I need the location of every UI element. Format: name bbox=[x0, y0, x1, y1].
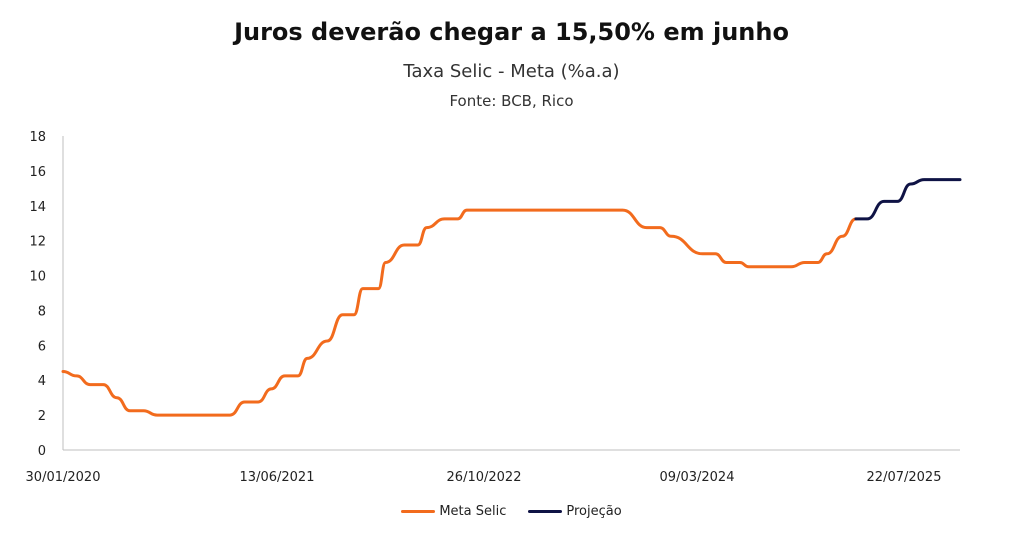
series-line-meta-selic bbox=[61, 208, 858, 417]
x-axis-ticks: 30/01/2020 13/06/2021 26/10/2022 09/03/2024… bbox=[26, 470, 942, 485]
x-tick-label: 26/10/2022 bbox=[447, 470, 522, 485]
y-tick-label: 8 bbox=[38, 304, 46, 319]
chart-subtitle: Taxa Selic - Meta (%a.a) bbox=[403, 61, 620, 82]
legend-item-projecao: Projeção bbox=[528, 504, 622, 519]
y-tick-label: 4 bbox=[38, 374, 46, 389]
chart-title: Juros deverão chegar a 15,50% em junho bbox=[234, 18, 789, 46]
legend-swatch-meta-selic bbox=[401, 510, 436, 513]
y-tick-label: 2 bbox=[38, 409, 46, 424]
y-tick-label: 16 bbox=[29, 165, 46, 180]
y-axis-ticks: 0 2 4 6 8 10 12 14 16 18 bbox=[29, 130, 46, 459]
y-tick-label: 0 bbox=[38, 444, 46, 459]
legend-label-meta-selic: Meta Selic bbox=[439, 504, 507, 519]
legend-swatch-projecao bbox=[528, 510, 563, 513]
y-tick-label: 6 bbox=[38, 339, 46, 354]
chart-axes bbox=[62, 136, 960, 451]
chart-source: Fonte: BCB, Rico bbox=[449, 92, 574, 110]
series-line-projecao bbox=[854, 178, 962, 221]
x-tick-label: 09/03/2024 bbox=[660, 470, 735, 485]
chart-series bbox=[61, 178, 962, 417]
y-tick-label: 12 bbox=[29, 235, 46, 250]
y-tick-label: 14 bbox=[29, 200, 46, 215]
legend-item-meta-selic: Meta Selic bbox=[401, 504, 506, 519]
y-tick-label: 18 bbox=[29, 130, 46, 145]
x-tick-label: 22/07/2025 bbox=[867, 470, 942, 485]
y-tick-label: 10 bbox=[29, 270, 46, 285]
chart-legend: Meta Selic Projeção bbox=[0, 504, 1023, 519]
legend-label-projecao: Projeção bbox=[566, 504, 622, 519]
x-tick-label: 30/01/2020 bbox=[26, 470, 101, 485]
x-tick-label: 13/06/2021 bbox=[240, 470, 315, 485]
